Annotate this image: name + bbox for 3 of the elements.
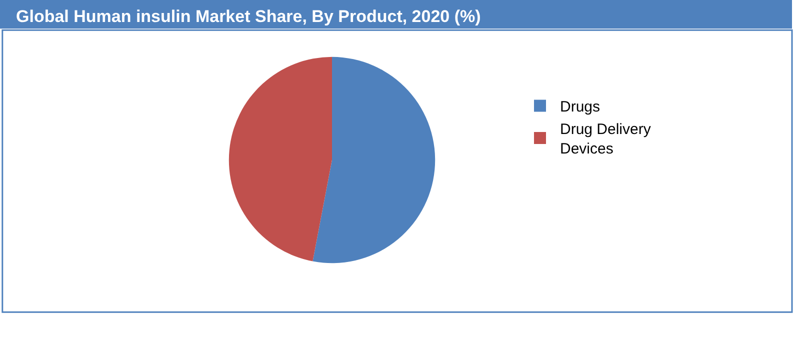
legend-label: Drug Delivery Devices <box>560 121 652 158</box>
chart-title: Global Human insulin Market Share, By Product, 2020 (%) <box>16 7 481 26</box>
legend-label: Drugs <box>560 98 600 116</box>
